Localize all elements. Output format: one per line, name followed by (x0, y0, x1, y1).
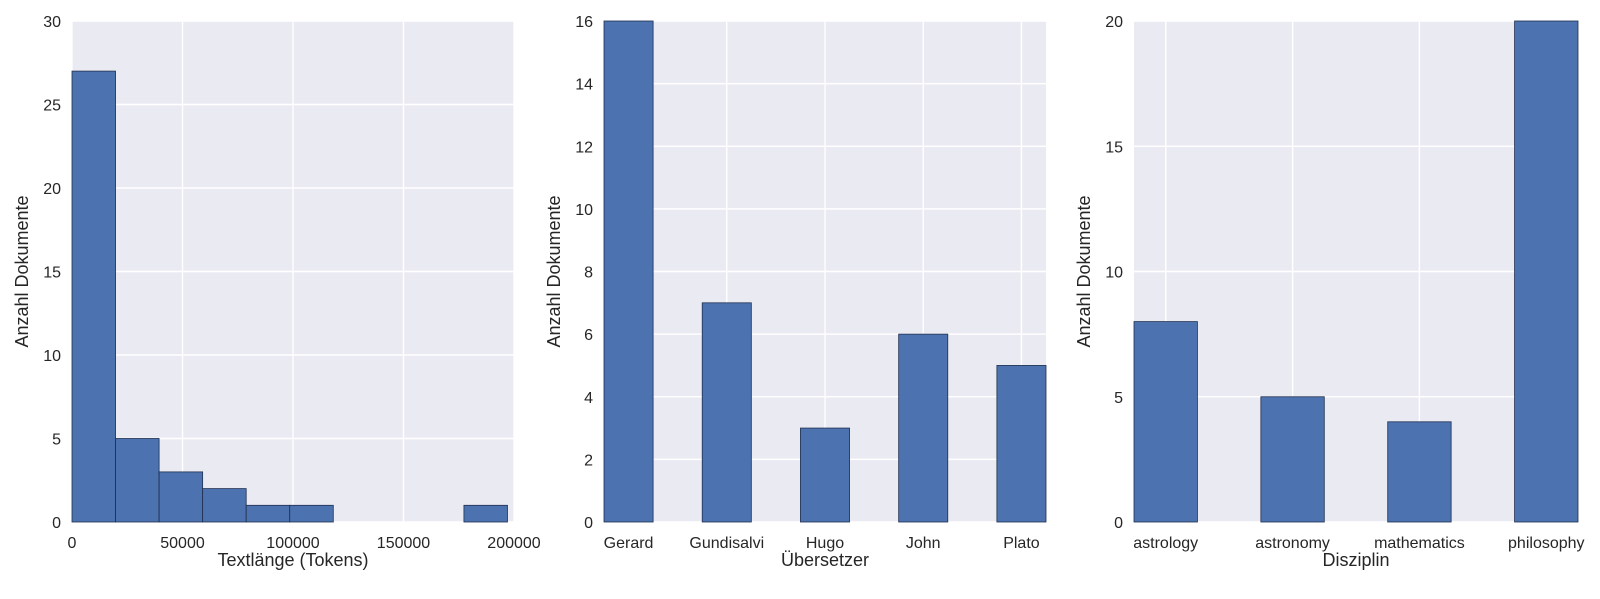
y-tick-label: 10 (575, 202, 593, 219)
y-tick-label: 5 (52, 432, 61, 449)
bar-john (898, 333, 949, 523)
y-tick-label: 20 (43, 181, 61, 198)
y-tick-label: 10 (1105, 265, 1123, 282)
x-tick-label: John (906, 535, 941, 552)
chart-panel-1: 0 50000 100000 150000 200000 0 5 10 15 20 25 30 Text… (12, 14, 541, 570)
histogram-bar-2 (115, 438, 160, 523)
x-tick-label: 0 (68, 535, 77, 552)
histogram-bar-5 (245, 504, 291, 523)
x-tick-label: mathematics (1374, 535, 1465, 552)
x-tick-label: 50000 (160, 535, 205, 552)
y-tick-label: 16 (575, 14, 593, 31)
bar-gerard (603, 20, 654, 523)
y-tick-label: 25 (43, 98, 61, 115)
chart-panel-2: Gerard Gundisalvi Hugo John Plato 0 2 4 6 8 10 12 14… (544, 14, 1047, 570)
x-tick-label: Plato (1003, 535, 1040, 552)
y-tick-label: 15 (1105, 139, 1123, 156)
bar-philosophy (1514, 20, 1579, 523)
x-tick-label: Hugo (806, 535, 844, 552)
y-tick-label: 4 (584, 390, 593, 407)
x-tick-label: astronomy (1255, 535, 1330, 552)
x-tick-label: Gundisalvi (689, 535, 764, 552)
bar-gundisalvi (701, 302, 752, 523)
chart-panel-3: astrology astronomy mathematics philosophy 0… (1074, 14, 1585, 570)
histogram-bar-1 (71, 70, 116, 523)
x-tick-label: philosophy (1508, 535, 1585, 552)
histogram-bar-4 (202, 488, 247, 523)
y-tick-label: 8 (584, 265, 593, 282)
histogram-bar-3 (158, 471, 204, 523)
y-tick-label: 30 (43, 14, 61, 31)
x-tick-label: astrology (1133, 535, 1198, 552)
y-tick-label: 20 (1105, 14, 1123, 31)
x-tick-label: 200000 (487, 535, 540, 552)
x-tick-label: 100000 (266, 535, 319, 552)
x-axis-label: Übersetzer (781, 550, 869, 570)
x-tick-label: Gerard (604, 535, 654, 552)
y-axis-label: Anzahl Dokumente (544, 195, 564, 347)
bar-hugo (800, 427, 850, 523)
y-axis-label: Anzahl Dokumente (12, 195, 32, 347)
bar-astronomy (1260, 396, 1325, 523)
histogram-bar-10 (463, 504, 508, 523)
y-tick-label: 14 (575, 77, 593, 94)
y-tick-label: 6 (584, 327, 593, 344)
y-tick-label: 0 (52, 515, 61, 532)
y-tick-label: 2 (584, 452, 593, 469)
x-tick-label: 150000 (377, 535, 430, 552)
bar-astrology (1133, 321, 1198, 523)
histogram-bar-6 (289, 504, 334, 523)
y-tick-label: 0 (584, 515, 593, 532)
y-tick-label: 15 (43, 265, 61, 282)
y-tick-label: 12 (575, 139, 593, 156)
y-tick-label: 5 (1114, 390, 1123, 407)
y-axis-label: Anzahl Dokumente (1074, 195, 1094, 347)
bar-plato (996, 365, 1047, 523)
bar-mathematics (1387, 421, 1452, 523)
y-tick-label: 10 (43, 348, 61, 365)
x-axis-label: Disziplin (1322, 550, 1389, 570)
y-tick-label: 0 (1114, 515, 1123, 532)
x-axis-label: Textlänge (Tokens) (217, 550, 368, 570)
